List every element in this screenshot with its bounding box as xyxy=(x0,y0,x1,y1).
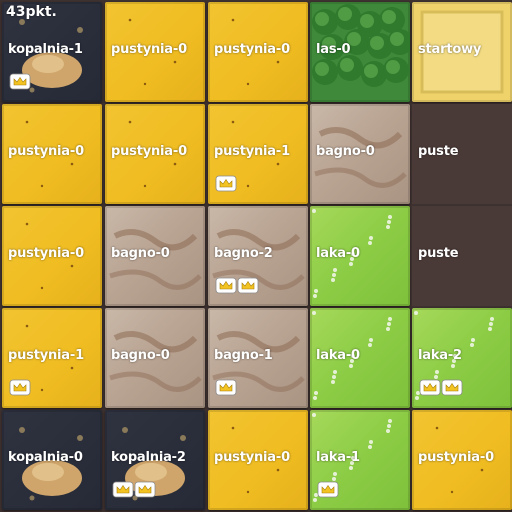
tile-startowy: startowy xyxy=(412,2,512,102)
kopalnia-terrain-art xyxy=(9,19,83,93)
bagno-terrain-art xyxy=(212,229,305,294)
tile-label: bagno-0 xyxy=(111,246,170,261)
tile-laka: laka-0 xyxy=(310,206,410,306)
pustynia-terrain-art xyxy=(25,222,74,290)
tile-label: laka-2 xyxy=(418,348,462,363)
pustynia-terrain-art xyxy=(231,426,280,494)
tile-las: las-0 xyxy=(310,2,410,102)
tile-label: pustynia-0 xyxy=(214,42,290,57)
score-label: 43pkt. xyxy=(6,4,57,20)
laka-terrain-art xyxy=(414,311,494,400)
tile-label: bagno-0 xyxy=(316,144,375,159)
tile-label: laka-1 xyxy=(316,450,360,465)
pustynia-terrain-art xyxy=(128,120,177,188)
tile-label: bagno-1 xyxy=(214,348,273,363)
tile-label: pustynia-1 xyxy=(214,144,290,159)
tile-label: bagno-2 xyxy=(214,246,273,261)
tile-label: pustynia-1 xyxy=(8,348,84,363)
tile-pustynia: pustynia-0 xyxy=(2,104,102,204)
tile-puste: puste xyxy=(412,104,512,204)
tile-label: bagno-0 xyxy=(111,348,170,363)
tile-pustynia: pustynia-0 xyxy=(208,410,308,510)
tile-laka: laka-1 xyxy=(310,410,410,510)
pustynia-terrain-art xyxy=(9,324,74,396)
pustynia-terrain-art xyxy=(435,426,484,494)
bagno-terrain-art xyxy=(314,127,407,188)
tile-label: puste xyxy=(418,246,459,261)
kopalnia-terrain-art xyxy=(112,427,186,501)
pustynia-terrain-art xyxy=(25,120,74,188)
tile-label: startowy xyxy=(418,42,482,57)
tile-laka: laka-0 xyxy=(310,308,410,408)
tile-pustynia: pustynia-0 xyxy=(208,2,308,102)
tile-label: kopalnia-1 xyxy=(8,42,83,57)
bagno-terrain-art xyxy=(109,229,202,290)
tile-label: pustynia-0 xyxy=(111,42,187,57)
tile-kopalnia: kopalnia-2 xyxy=(105,410,205,510)
tile-pustynia: pustynia-0 xyxy=(105,104,205,204)
las-terrain-art xyxy=(312,4,410,87)
tile-label: laka-0 xyxy=(316,246,360,261)
tile-label: pustynia-0 xyxy=(8,144,84,159)
bagno-terrain-art xyxy=(109,331,202,392)
tile-label: laka-0 xyxy=(316,348,360,363)
pustynia-terrain-art xyxy=(215,120,280,192)
tile-bagno: bagno-0 xyxy=(105,206,205,306)
laka-terrain-art xyxy=(312,413,392,502)
laka-terrain-art xyxy=(312,209,392,298)
tile-label: pustynia-0 xyxy=(111,144,187,159)
tile-label: puste xyxy=(418,144,459,159)
tile-pustynia: pustynia-0 xyxy=(105,2,205,102)
tile-kopalnia: kopalnia-1 xyxy=(2,2,102,102)
tile-label: pustynia-0 xyxy=(8,246,84,261)
tile-bagno: bagno-0 xyxy=(310,104,410,204)
tile-laka: laka-2 xyxy=(412,308,512,408)
tile-label: pustynia-0 xyxy=(418,450,494,465)
tile-label: kopalnia-0 xyxy=(8,450,83,465)
tile-bagno: bagno-1 xyxy=(208,308,308,408)
tile-pustynia: pustynia-1 xyxy=(208,104,308,204)
startowy-terrain-art xyxy=(420,10,504,94)
kopalnia-terrain-art xyxy=(19,427,83,501)
tile-pustynia: pustynia-0 xyxy=(2,206,102,306)
tile-label: las-0 xyxy=(316,42,351,57)
tile-pustynia: pustynia-0 xyxy=(412,410,512,510)
tile-label: kopalnia-2 xyxy=(111,450,186,465)
laka-terrain-art xyxy=(312,311,392,400)
bagno-terrain-art xyxy=(212,331,305,396)
tile-puste: puste xyxy=(412,206,512,306)
pustynia-terrain-art xyxy=(231,18,280,86)
tile-bagno: bagno-0 xyxy=(105,308,205,408)
tile-pustynia: pustynia-1 xyxy=(2,308,102,408)
tile-label: pustynia-0 xyxy=(214,450,290,465)
pustynia-terrain-art xyxy=(128,18,177,86)
tile-bagno: bagno-2 xyxy=(208,206,308,306)
tile-kopalnia: kopalnia-0 xyxy=(2,410,102,510)
